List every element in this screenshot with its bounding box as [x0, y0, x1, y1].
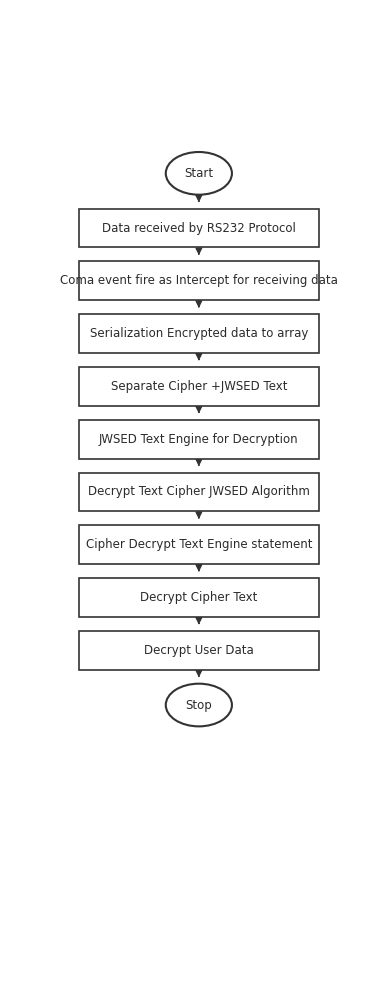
Text: Data received by RS232 Protocol: Data received by RS232 Protocol: [102, 222, 296, 235]
FancyBboxPatch shape: [78, 525, 319, 564]
Text: Decrypt Cipher Text: Decrypt Cipher Text: [140, 591, 258, 604]
FancyBboxPatch shape: [78, 261, 319, 300]
FancyBboxPatch shape: [78, 419, 319, 459]
FancyBboxPatch shape: [78, 367, 319, 406]
Ellipse shape: [166, 683, 232, 727]
Text: JWSED Text Engine for Decryption: JWSED Text Engine for Decryption: [99, 432, 299, 446]
FancyBboxPatch shape: [78, 314, 319, 353]
FancyBboxPatch shape: [78, 473, 319, 511]
Text: Serialization Encrypted data to array: Serialization Encrypted data to array: [90, 328, 308, 340]
Text: Decrypt User Data: Decrypt User Data: [144, 644, 254, 657]
Text: Stop: Stop: [185, 699, 212, 712]
FancyBboxPatch shape: [78, 631, 319, 669]
Text: Cipher Decrypt Text Engine statement: Cipher Decrypt Text Engine statement: [86, 538, 312, 551]
Text: Coma event fire as Intercept for receiving data: Coma event fire as Intercept for receivi…: [60, 274, 338, 287]
FancyBboxPatch shape: [78, 579, 319, 617]
FancyBboxPatch shape: [78, 209, 319, 248]
Text: Start: Start: [184, 167, 213, 179]
Ellipse shape: [166, 152, 232, 195]
Text: Separate Cipher +JWSED Text: Separate Cipher +JWSED Text: [111, 380, 287, 393]
Text: Decrypt Text Cipher JWSED Algorithm: Decrypt Text Cipher JWSED Algorithm: [88, 486, 310, 499]
